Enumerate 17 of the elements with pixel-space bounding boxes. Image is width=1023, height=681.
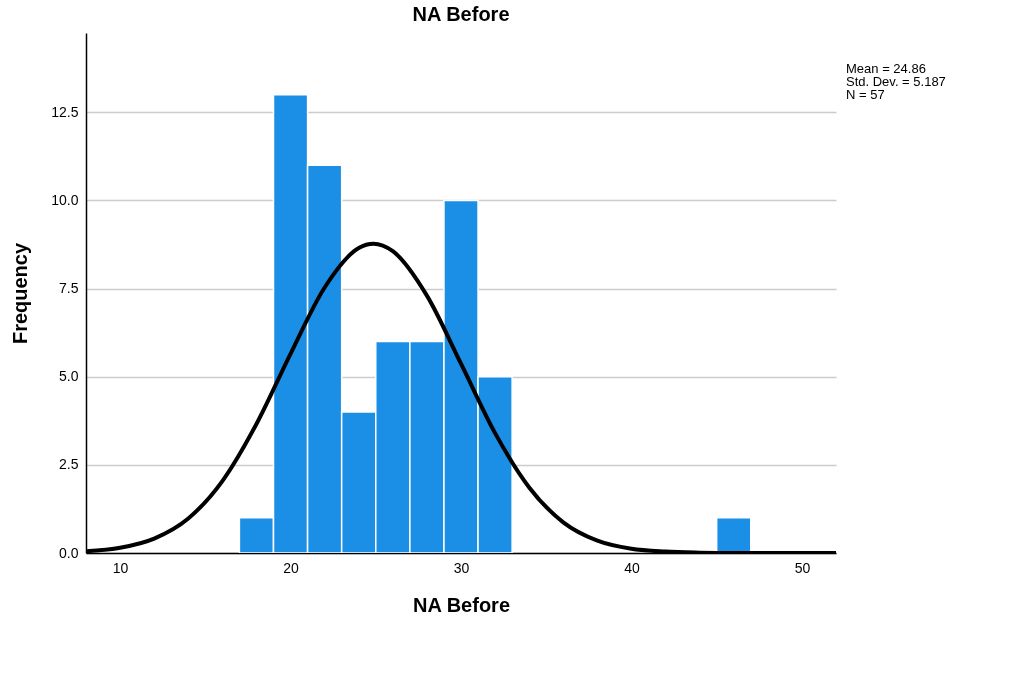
x-tick-label: 30: [453, 559, 470, 576]
y-tick-label: 5.0: [59, 368, 79, 385]
text: Mean = 24.86: [846, 61, 926, 76]
text: N = 57: [846, 87, 885, 102]
x-tick-label: 50: [794, 559, 811, 576]
y-axis-title: Frequency: [9, 242, 32, 345]
y-tick-label: 12.5: [51, 103, 79, 120]
y-tick-label: 0.0: [59, 544, 79, 561]
x-tick-label: 10: [112, 559, 129, 576]
text: Std. Dev. = 5.187: [846, 74, 946, 89]
chart-title: NA Before: [412, 3, 510, 25]
y-tick-label: 7.5: [59, 280, 79, 297]
x-tick-label: 20: [283, 559, 300, 576]
y-tick-label: 10.0: [51, 191, 79, 208]
x-axis-title: NA Before: [412, 593, 511, 616]
x-tick-label: 40: [624, 559, 640, 576]
y-tick-label: 2.5: [59, 456, 79, 473]
